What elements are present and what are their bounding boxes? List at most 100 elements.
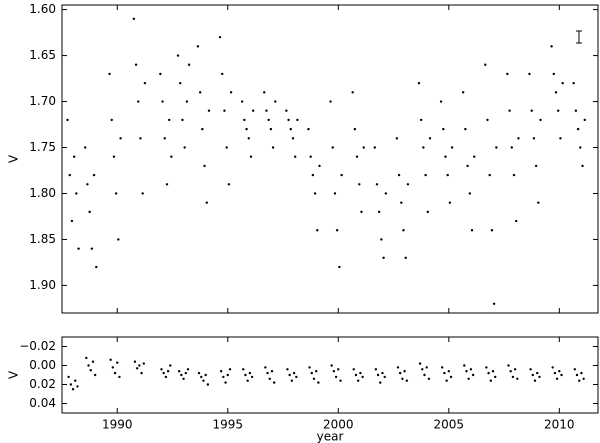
point [469, 368, 473, 371]
point [404, 256, 407, 260]
point [227, 183, 231, 186]
point [85, 356, 88, 360]
point [90, 247, 94, 250]
point [533, 379, 537, 382]
point [292, 371, 296, 375]
point [484, 63, 487, 66]
point [290, 379, 294, 382]
y-tick-label: 1.60 [29, 2, 56, 16]
point [181, 118, 184, 122]
point [560, 373, 563, 377]
point [240, 100, 244, 103]
point [508, 109, 511, 112]
point [516, 377, 519, 380]
point [380, 238, 383, 241]
x-tick-label: 1995 [212, 418, 243, 432]
y-tick-label: 1.70 [29, 94, 56, 108]
point [133, 360, 137, 363]
point [467, 377, 470, 380]
point [249, 155, 253, 158]
point [95, 265, 98, 269]
point [332, 370, 336, 373]
point [91, 360, 95, 363]
point [423, 373, 426, 377]
point [207, 109, 211, 112]
point [362, 146, 365, 149]
x-axis-label: year [317, 430, 344, 443]
point [310, 371, 313, 375]
point [583, 118, 586, 122]
x-tick-label: 2005 [434, 418, 465, 432]
point [552, 72, 555, 76]
point [340, 173, 343, 177]
point [246, 379, 249, 382]
point [312, 377, 316, 380]
point [272, 381, 276, 384]
point [74, 379, 77, 382]
point [555, 377, 559, 380]
point [558, 370, 561, 373]
point [373, 146, 376, 149]
point [536, 371, 539, 375]
point [377, 210, 381, 214]
point [317, 381, 320, 384]
point [183, 146, 186, 149]
point [382, 256, 385, 260]
y-tick-label: −0.02 [19, 339, 56, 353]
point [384, 192, 388, 195]
point [361, 375, 364, 379]
point [403, 370, 406, 373]
point [202, 379, 205, 382]
point [578, 379, 581, 382]
point [495, 146, 498, 149]
point [313, 192, 317, 195]
point [581, 164, 584, 168]
point [176, 54, 180, 57]
point [374, 368, 378, 371]
point [86, 183, 89, 186]
point [426, 210, 430, 214]
point [494, 375, 497, 379]
point [229, 91, 233, 94]
point [471, 373, 475, 377]
point [296, 118, 299, 122]
point [93, 373, 97, 377]
y-tick-label: 1.65 [29, 48, 56, 62]
point [72, 155, 76, 158]
point [264, 366, 267, 369]
point [489, 379, 492, 382]
point [405, 379, 409, 382]
point [331, 146, 334, 149]
point [528, 72, 531, 76]
point [285, 109, 288, 112]
point [270, 370, 274, 373]
point [538, 375, 541, 379]
point [329, 100, 332, 103]
point [491, 370, 495, 373]
point [492, 302, 496, 306]
point [354, 373, 358, 377]
point [117, 238, 120, 241]
point [198, 91, 202, 94]
point [221, 72, 224, 76]
point [473, 155, 476, 158]
point [517, 137, 520, 140]
point [265, 109, 268, 112]
point [162, 371, 165, 375]
y-tick-label: 1.75 [29, 140, 56, 154]
point [574, 109, 578, 112]
point [164, 375, 168, 379]
point [515, 219, 518, 223]
point [443, 371, 446, 375]
y-tick-label: 0.02 [29, 377, 56, 391]
point [218, 35, 222, 39]
point [444, 155, 447, 158]
point [358, 183, 361, 186]
point [248, 371, 252, 375]
point [406, 183, 410, 186]
point [163, 137, 166, 140]
point [421, 368, 424, 371]
point [223, 109, 226, 112]
point [161, 100, 164, 103]
